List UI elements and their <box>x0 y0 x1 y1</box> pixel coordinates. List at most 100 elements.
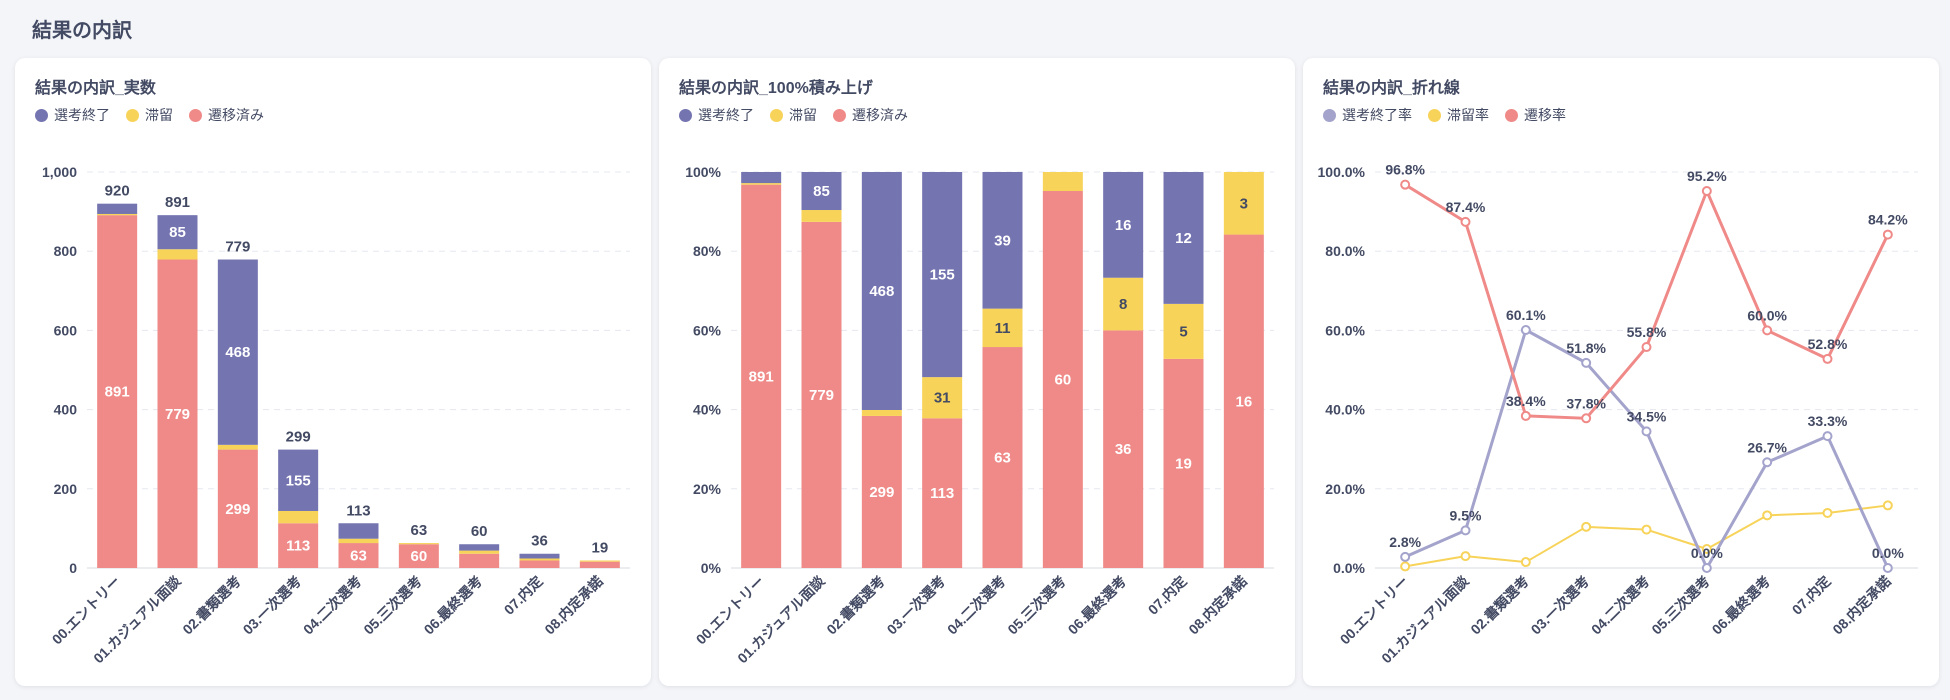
chart-title: 結果の内訳_実数 <box>35 80 156 97</box>
x-tick-label: 07.内定 <box>501 573 546 618</box>
legend-item-transfer-rate[interactable]: 遷移率 <box>1505 105 1566 125</box>
chart-card-percent: 結果の内訳_100%積み上げ 選考終了 滞留 遷移済み 0% 20% 40% 60% 8… <box>659 58 1295 686</box>
y-tick-label: 0.0% <box>1333 560 1365 576</box>
bar-segment <box>801 172 842 211</box>
x-tick-label: 06.最終選考 <box>1065 573 1130 638</box>
bar-segment <box>1163 303 1204 359</box>
bar-segment <box>1163 358 1204 568</box>
x-tick-label: 02.書類選考 <box>179 573 244 638</box>
legend-label: 滞留率 <box>1447 107 1489 123</box>
x-tick-label: 04.二次選考 <box>944 573 1009 638</box>
legend-item-completed[interactable]: 選考終了 <box>35 105 110 125</box>
x-tick-label: 05.三次選考 <box>360 573 425 638</box>
legend-label: 滞留 <box>789 107 817 123</box>
data-point <box>1882 229 1893 240</box>
x-tick-label: 03.一次選考 <box>240 573 305 638</box>
bar-segment <box>579 560 620 562</box>
legend-item-completed-rate[interactable]: 選考終了率 <box>1323 105 1412 125</box>
data-point <box>1581 357 1592 368</box>
data-label: 60.1% <box>1506 307 1546 323</box>
bar-segment <box>801 210 842 222</box>
x-tick-label: 05.三次選考 <box>1004 573 1069 638</box>
y-tick-label: 100.0% <box>1318 164 1366 180</box>
x-tick-label: 06.最終選考 <box>421 573 486 638</box>
x-tick-label: 08.内定承諾 <box>1829 573 1894 638</box>
bar-segment-label: 36 <box>1115 441 1132 458</box>
bar-segment <box>1042 172 1083 192</box>
bar-segment <box>982 308 1023 348</box>
series-line <box>1404 183 1890 420</box>
bar-segment-label: 5 <box>1179 323 1187 340</box>
bar-segment <box>1223 234 1264 568</box>
bar-total-label: 60 <box>471 523 488 540</box>
bar-segment <box>982 172 1023 309</box>
bar-segment <box>459 553 500 568</box>
x-tick-label: 02.書類選考 <box>1467 573 1532 638</box>
data-point <box>1762 325 1773 336</box>
legend-item-pending[interactable]: 滞留 <box>126 105 173 125</box>
bar-segment <box>398 544 439 568</box>
chart-title: 結果の内訳_折れ線 <box>1323 80 1460 97</box>
legend-item-transferred[interactable]: 遷移済み <box>833 105 908 125</box>
legend-swatch <box>770 108 783 122</box>
bar-segment-label: 11 <box>995 320 1011 337</box>
data-label: 38.4% <box>1506 393 1546 409</box>
legend-item-completed[interactable]: 選考終了 <box>679 105 754 125</box>
data-point <box>1581 521 1592 532</box>
bar-segment-label: 60 <box>1054 372 1071 389</box>
bar-segment <box>157 259 198 568</box>
bar-segment-label: 85 <box>813 183 830 200</box>
data-label: 0.0% <box>1691 545 1723 561</box>
bar-segment-label: 3 <box>1240 195 1248 212</box>
data-point <box>1400 179 1411 190</box>
bar-segment <box>338 523 379 539</box>
bar-segment <box>741 183 782 185</box>
bar-segment-label: 468 <box>225 344 250 361</box>
bar-segment <box>157 215 198 250</box>
legend-swatch <box>1428 108 1441 122</box>
bar-segment <box>922 377 963 419</box>
chart-card-actual: 結果の内訳_実数 選考終了 滞留 遷移済み 0 200 400 600 800 1,000… <box>15 58 651 686</box>
bar-segment <box>338 543 379 568</box>
y-tick-label: 80.0% <box>1325 243 1365 259</box>
bar-segment-label: 891 <box>749 368 774 385</box>
bar-segment-label: 155 <box>286 472 311 489</box>
legend-item-pending-rate[interactable]: 滞留率 <box>1428 105 1489 125</box>
bar-segment <box>982 347 1023 568</box>
bar-segment <box>1103 330 1144 568</box>
bar-segment <box>579 561 620 568</box>
data-point <box>1460 216 1471 227</box>
bar-segment <box>1223 172 1264 235</box>
data-point <box>1520 325 1531 336</box>
bar-total-label: 299 <box>286 429 311 446</box>
y-tick-label: 100% <box>685 164 721 180</box>
data-point <box>1822 507 1833 518</box>
bar-segment-label: 60 <box>410 548 427 565</box>
legend-swatch <box>833 108 846 122</box>
bar-total-label: 113 <box>346 502 370 519</box>
data-label: 55.8% <box>1627 324 1667 340</box>
chart-legend: 選考終了率 滞留率 遷移率 <box>1323 105 1566 125</box>
y-tick-label: 400 <box>54 402 78 418</box>
legend-label: 遷移済み <box>852 107 908 123</box>
line-chart-rates: 0.0% 20.0% 40.0% 60.0% 80.0% 100.0% 2.8% 9.5% 60… <box>1318 162 1918 666</box>
x-tick-label: 04.二次選考 <box>1588 573 1653 638</box>
legend-item-transferred[interactable]: 遷移済み <box>189 105 264 125</box>
bar-segment-label: 8 <box>1119 296 1127 313</box>
x-tick-label: 03.一次選考 <box>1528 573 1593 638</box>
data-label: 0.0% <box>1872 545 1904 561</box>
data-point <box>1882 500 1893 511</box>
y-tick-label: 800 <box>54 243 78 259</box>
data-point <box>1400 561 1411 572</box>
data-label: 96.8% <box>1385 162 1425 178</box>
legend-item-pending[interactable]: 滞留 <box>770 105 817 125</box>
legend-label: 選考終了 <box>698 107 754 123</box>
legend-label: 遷移率 <box>1524 107 1566 123</box>
bar-segment <box>1042 191 1083 568</box>
y-tick-label: 0% <box>701 560 722 576</box>
bar-segment <box>1103 172 1144 278</box>
bar-segment-label: 16 <box>1235 393 1252 410</box>
x-tick-label: 08.内定承諾 <box>541 573 606 638</box>
data-label: 51.8% <box>1566 340 1606 356</box>
y-tick-label: 0 <box>69 560 77 576</box>
